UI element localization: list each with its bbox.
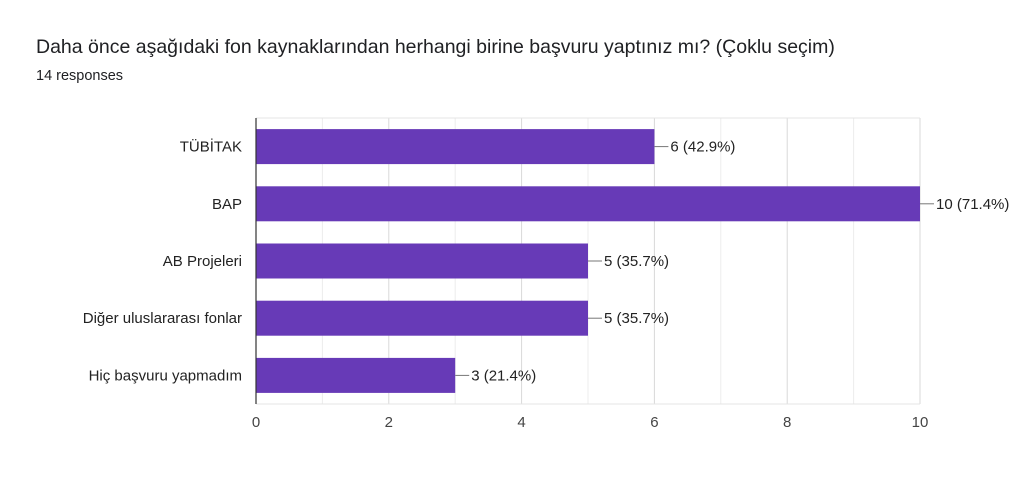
gridlines bbox=[256, 117, 921, 405]
bar bbox=[256, 243, 588, 279]
category-label: BAP bbox=[212, 196, 242, 213]
data-label: 6 (42.9%) bbox=[670, 139, 735, 156]
category-label: TÜBİTAK bbox=[180, 138, 242, 156]
bar bbox=[256, 129, 655, 165]
x-tick-label: 8 bbox=[783, 414, 791, 431]
data-label: 3 (21.4%) bbox=[471, 367, 536, 384]
category-label: Hiç başvuru yapmadım bbox=[89, 367, 242, 384]
response-count: 14 responses bbox=[36, 68, 124, 84]
bar bbox=[256, 357, 456, 393]
labels: TÜBİTAK 6 (42.9%) BAP 10 (71.4%) AB Projeler… bbox=[83, 138, 1010, 431]
x-tick-label: 2 bbox=[385, 414, 393, 431]
data-label: 5 (35.7%) bbox=[604, 310, 669, 327]
question-title: Daha önce aşağıdaki fon kaynaklarından h… bbox=[36, 36, 835, 58]
bar bbox=[256, 186, 920, 222]
category-label: AB Projeleri bbox=[163, 253, 242, 270]
bars bbox=[256, 129, 920, 393]
x-tick-label: 6 bbox=[650, 414, 658, 431]
data-label: 5 (35.7%) bbox=[604, 253, 669, 270]
data-label: 10 (71.4%) bbox=[936, 196, 1009, 213]
x-tick-label: 0 bbox=[252, 414, 260, 431]
x-tick-label: 10 bbox=[912, 414, 929, 431]
category-label: Diğer uluslararası fonlar bbox=[83, 310, 242, 327]
x-tick-label: 4 bbox=[517, 414, 525, 431]
bar bbox=[256, 300, 588, 336]
